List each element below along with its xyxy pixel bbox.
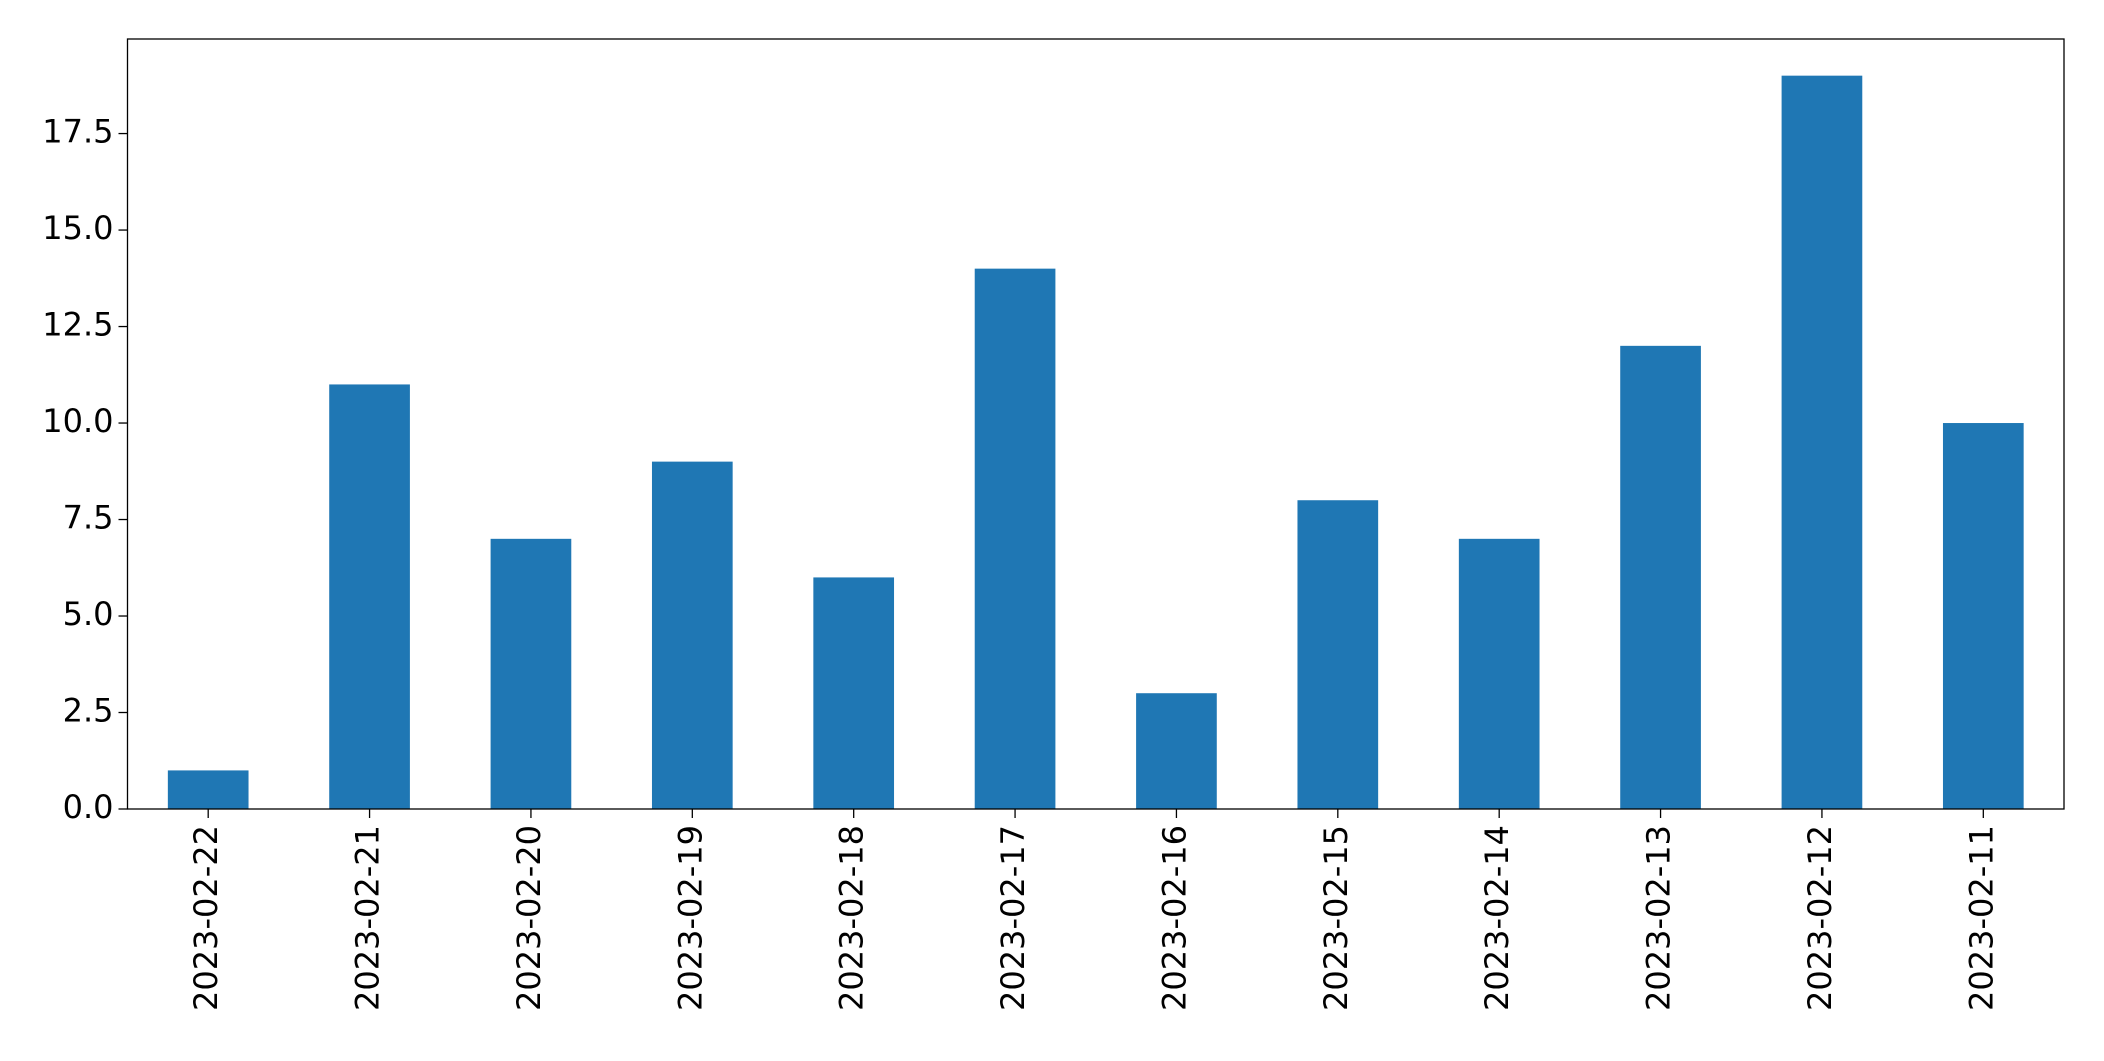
bar: [974, 268, 1056, 809]
bar: [1620, 345, 1701, 809]
x-tick-label: 2023-02-22: [187, 825, 225, 1011]
y-tick-label: 0.0: [63, 788, 114, 826]
bar: [651, 461, 733, 809]
x-tick-label: 2023-02-13: [1640, 825, 1678, 1011]
bar: [329, 384, 410, 809]
bar: [1136, 693, 1217, 809]
x-tick-label: 2023-02-12: [1801, 825, 1839, 1011]
y-tick-label: 12.5: [42, 306, 113, 344]
y-tick-label: 17.5: [42, 113, 113, 151]
bar: [167, 770, 249, 809]
bar: [490, 538, 572, 809]
bar: [1297, 500, 1379, 809]
x-tick-label: 2023-02-11: [1962, 825, 2000, 1011]
x-tick-label: 2023-02-20: [510, 825, 548, 1011]
x-tick-label: 2023-02-19: [671, 825, 709, 1011]
x-tick-label: 2023-02-16: [1155, 825, 1193, 1011]
plot-frame: [126, 38, 2065, 810]
y-tick-label: 15.0: [42, 209, 113, 247]
bar: [1942, 423, 2024, 809]
x-tick-label: 2023-02-14: [1478, 825, 1516, 1011]
x-tick-label: 2023-02-15: [1317, 825, 1355, 1011]
y-tick-label: 2.5: [63, 692, 114, 730]
y-tick-label: 5.0: [63, 595, 114, 633]
y-tick-label: 7.5: [63, 499, 114, 537]
bar: [1781, 75, 1863, 809]
y-tick-label: 10.0: [42, 402, 113, 440]
bar: [813, 577, 895, 809]
x-tick-label: 2023-02-17: [994, 825, 1032, 1011]
bar: [1458, 538, 1540, 809]
x-tick-label: 2023-02-21: [349, 825, 387, 1011]
x-tick-label: 2023-02-18: [833, 825, 871, 1011]
